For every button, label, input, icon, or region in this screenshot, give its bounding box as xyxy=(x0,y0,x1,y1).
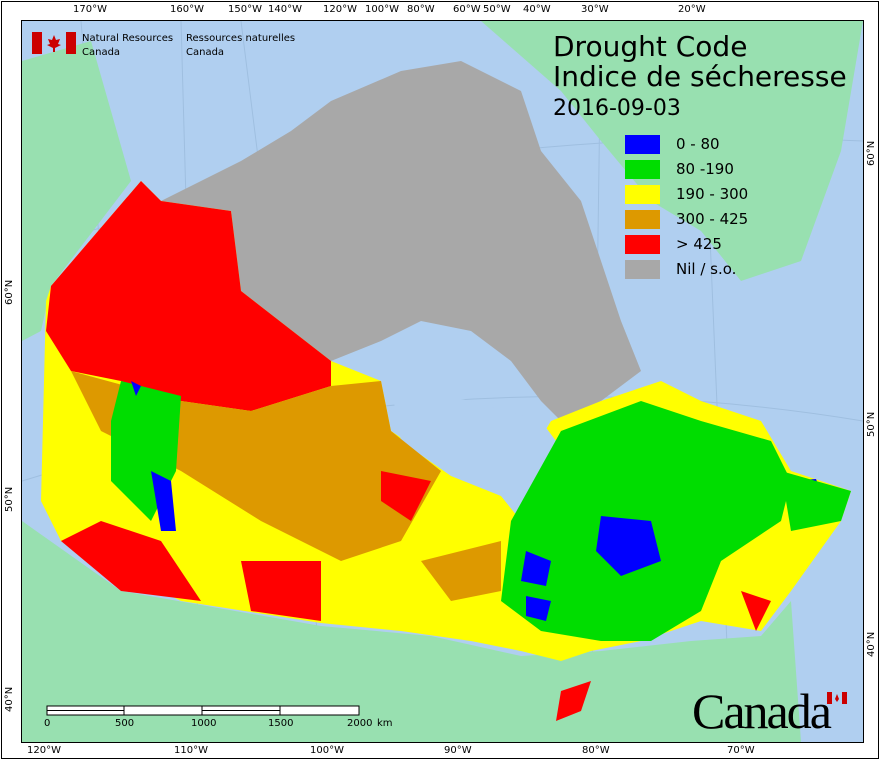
lon-label-bottom: 100°W xyxy=(310,745,344,756)
lat-label-right: 50°N xyxy=(866,411,877,437)
lon-label-bottom: 120°W xyxy=(27,745,61,756)
scale-tick-label: 500 xyxy=(115,718,135,729)
lon-label-top: 20°W xyxy=(678,4,706,15)
class-300-425-north-ontario xyxy=(421,541,501,601)
scale-tick-label: 1500 xyxy=(268,718,294,729)
scale-tick-label: 1000 xyxy=(191,718,217,729)
legend-swatch xyxy=(625,159,660,179)
class-southern-ontario xyxy=(556,591,771,721)
alaska-land xyxy=(22,41,131,341)
usa-land xyxy=(22,521,801,742)
lon-label-top: 80°W xyxy=(407,4,435,15)
lon-label-top: 140°W xyxy=(268,4,302,15)
greenland-land xyxy=(481,21,863,281)
legend-label: Nil / s.o. xyxy=(676,260,737,278)
legend-swatch xyxy=(625,259,660,279)
title-english: Drought Code xyxy=(553,30,748,63)
canada-flag-icon xyxy=(32,32,76,54)
class-over-425-south xyxy=(61,471,431,621)
lon-label-top: 60°W xyxy=(453,4,481,15)
map-canvas xyxy=(21,20,864,743)
legend-swatch xyxy=(625,184,660,204)
lat-label-left: 60°N xyxy=(4,279,15,305)
lon-label-top: 40°W xyxy=(523,4,551,15)
class-80-190-atlantic xyxy=(781,471,851,531)
lat-label-left: 50°N xyxy=(4,486,15,512)
agency-name-fr-1: Ressources naturelles xyxy=(186,33,296,44)
legend-label: 80 -190 xyxy=(676,160,734,178)
wordmark-flag-icon xyxy=(827,692,847,704)
legend-label: 190 - 300 xyxy=(676,185,749,203)
lon-label-top: 100°W xyxy=(365,4,399,15)
legend-swatch xyxy=(625,234,660,254)
class-over-425 xyxy=(46,181,331,411)
scale-tick-label: 0 xyxy=(44,718,51,729)
lat-label-right: 40°N xyxy=(866,631,877,657)
legend-item: 300 - 425 xyxy=(625,209,748,229)
legend-item: > 425 xyxy=(625,234,722,254)
nrcan-logo: Natural Resources Canada Ressources natu… xyxy=(32,32,295,60)
class-0-80-west xyxy=(131,381,176,531)
lon-label-top: 30°W xyxy=(581,4,609,15)
scale-bar xyxy=(46,705,360,716)
agency-name-en-1: Natural Resources xyxy=(82,33,174,44)
lon-label-bottom: 90°W xyxy=(444,745,472,756)
lon-label-top: 150°W xyxy=(228,4,262,15)
title-french: Indice de sécheresse xyxy=(553,60,847,93)
arctic-islands-nodata xyxy=(161,61,641,421)
lon-label-bottom: 110°W xyxy=(174,745,208,756)
lon-label-bottom: 70°W xyxy=(727,745,755,756)
lon-label-top: 170°W xyxy=(73,4,107,15)
legend-item: 0 - 80 xyxy=(625,134,720,154)
legend-label: 300 - 425 xyxy=(676,210,749,228)
lon-label-top: 120°W xyxy=(323,4,357,15)
agency-name-fr-2: Canada xyxy=(186,47,225,58)
lon-label-bottom: 80°W xyxy=(582,745,610,756)
legend-swatch xyxy=(625,134,660,154)
legend-swatch xyxy=(625,209,660,229)
agency-name-en-2: Canada xyxy=(82,47,121,58)
map-date: 2016-09-03 xyxy=(553,96,681,121)
legend-item: 80 -190 xyxy=(625,159,734,179)
legend-item: Nil / s.o. xyxy=(625,259,736,279)
canada-wordmark: Canada xyxy=(692,683,832,739)
legend-item: 190 - 300 xyxy=(625,184,748,204)
map-title: Drought Code Indice de sécheresse xyxy=(553,32,847,92)
hudson-bay xyxy=(391,386,556,521)
lon-label-top: 160°W xyxy=(170,4,204,15)
legend-label: 0 - 80 xyxy=(676,135,720,153)
legend-label: > 425 xyxy=(676,235,722,253)
scale-tick-label: 2000 xyxy=(347,718,373,729)
lat-label-right: 60°N xyxy=(866,140,877,166)
lat-label-left: 40°N xyxy=(4,686,15,712)
scale-unit-label: km xyxy=(377,718,393,729)
lon-label-top: 50°W xyxy=(483,4,511,15)
